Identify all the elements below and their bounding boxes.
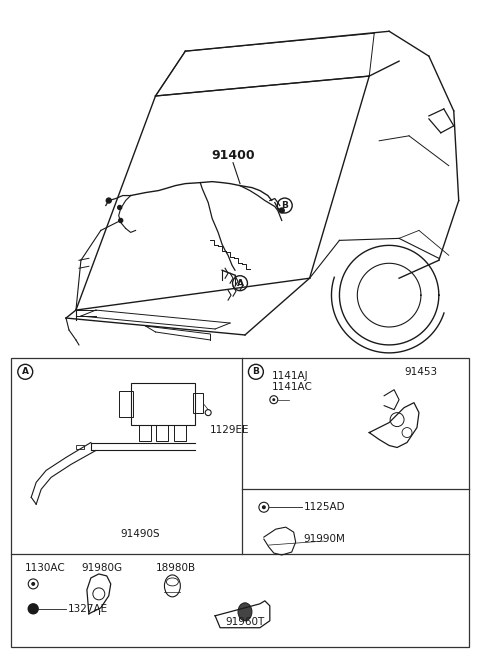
Bar [12,358,468,646]
Text: 91980G: 91980G [81,563,122,573]
Bar [156,424,168,441]
Text: 1129EE: 1129EE [210,424,250,434]
Bar [174,424,186,441]
Bar [131,383,195,424]
Bar [139,424,151,441]
Text: 1141AC: 1141AC [272,382,312,392]
Bar [119,391,132,417]
Text: 1141AJ: 1141AJ [272,371,309,381]
Text: 91960T: 91960T [225,617,264,627]
Circle shape [28,604,38,614]
Text: 1125AD: 1125AD [304,502,345,512]
Text: 18980B: 18980B [156,563,196,573]
Text: 91490S: 91490S [121,529,160,539]
Text: 91400: 91400 [211,149,255,162]
Text: 91453: 91453 [404,367,437,377]
Circle shape [279,208,284,213]
Bar [193,393,203,413]
Text: A: A [237,278,243,288]
Text: 91990M: 91990M [304,534,346,544]
Text: 1327AE: 1327AE [68,604,108,614]
Ellipse shape [238,603,252,621]
Text: A: A [22,367,29,377]
Circle shape [106,198,111,203]
Circle shape [119,219,123,223]
Text: B: B [252,367,259,377]
Text: 1130AC: 1130AC [25,563,66,573]
Bar [76,445,84,449]
Text: B: B [281,201,288,210]
Circle shape [272,398,276,401]
Circle shape [262,505,266,509]
Circle shape [118,206,122,210]
Circle shape [31,582,35,586]
